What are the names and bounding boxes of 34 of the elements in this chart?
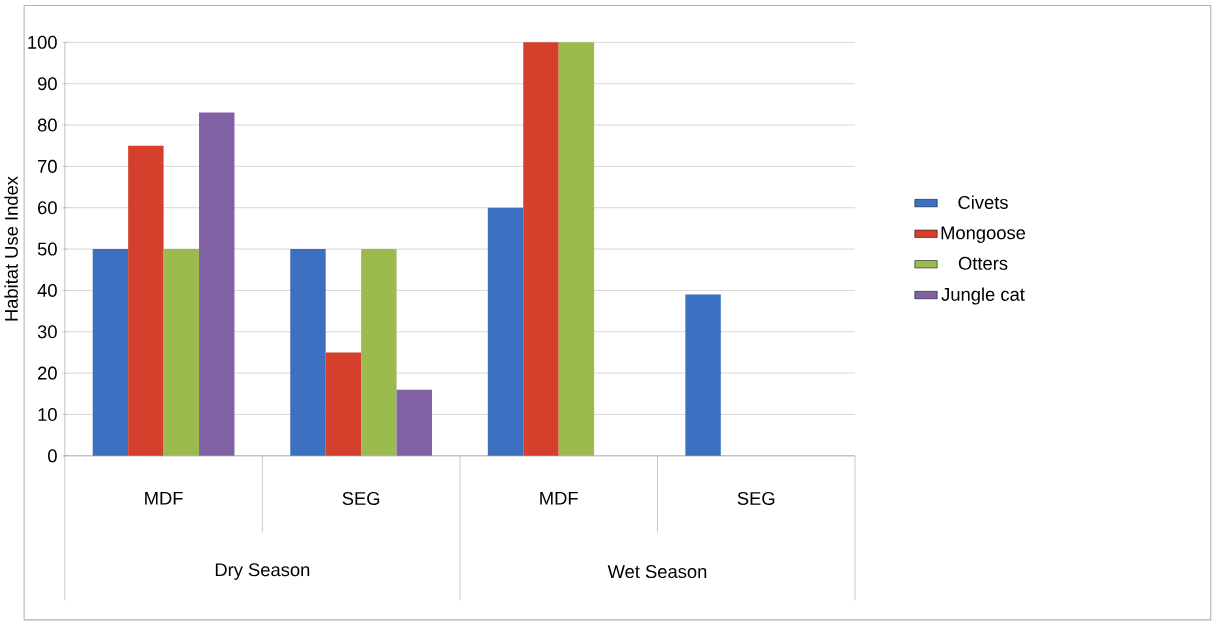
bar — [290, 249, 326, 456]
bar — [558, 42, 595, 456]
bar — [325, 352, 362, 456]
x-tick-label: SEG — [737, 491, 775, 505]
x-tick-label: SEG — [342, 491, 380, 505]
bar — [523, 42, 559, 456]
legend-label: Civets — [958, 195, 1008, 209]
y-tick-label: 100 — [28, 35, 57, 49]
bar — [92, 249, 129, 456]
y-tick-label: 70 — [38, 159, 57, 173]
y-tick-label: 20 — [38, 366, 57, 380]
bar — [128, 145, 164, 456]
bar — [199, 112, 235, 456]
bar — [685, 294, 721, 456]
y-tick-label: 40 — [37, 283, 57, 297]
y-tick-label: 30 — [37, 325, 57, 339]
y-axis-title: Habitat Use Index — [4, 176, 18, 321]
y-tick-label: 0 — [48, 449, 57, 463]
legend-label: Otters — [958, 256, 1008, 270]
y-tick-label: 60 — [38, 201, 57, 215]
text: Wet Season — [607, 565, 707, 579]
x-tick-label: MDF — [540, 491, 578, 505]
y-tick-label: 50 — [37, 242, 57, 256]
bar — [163, 249, 200, 456]
y-tick-label: 90 — [37, 77, 57, 91]
y-tick-label: 10 — [38, 407, 57, 421]
legend-label: Jungle cat — [941, 287, 1025, 305]
bar — [487, 207, 524, 456]
bar — [396, 389, 433, 456]
y-tick-label: 80 — [37, 118, 57, 132]
legend-label: Mongoose — [941, 226, 1026, 243]
x-tick-label: MDF — [145, 491, 183, 505]
text: Dry Season — [215, 563, 310, 580]
bar — [361, 249, 397, 456]
